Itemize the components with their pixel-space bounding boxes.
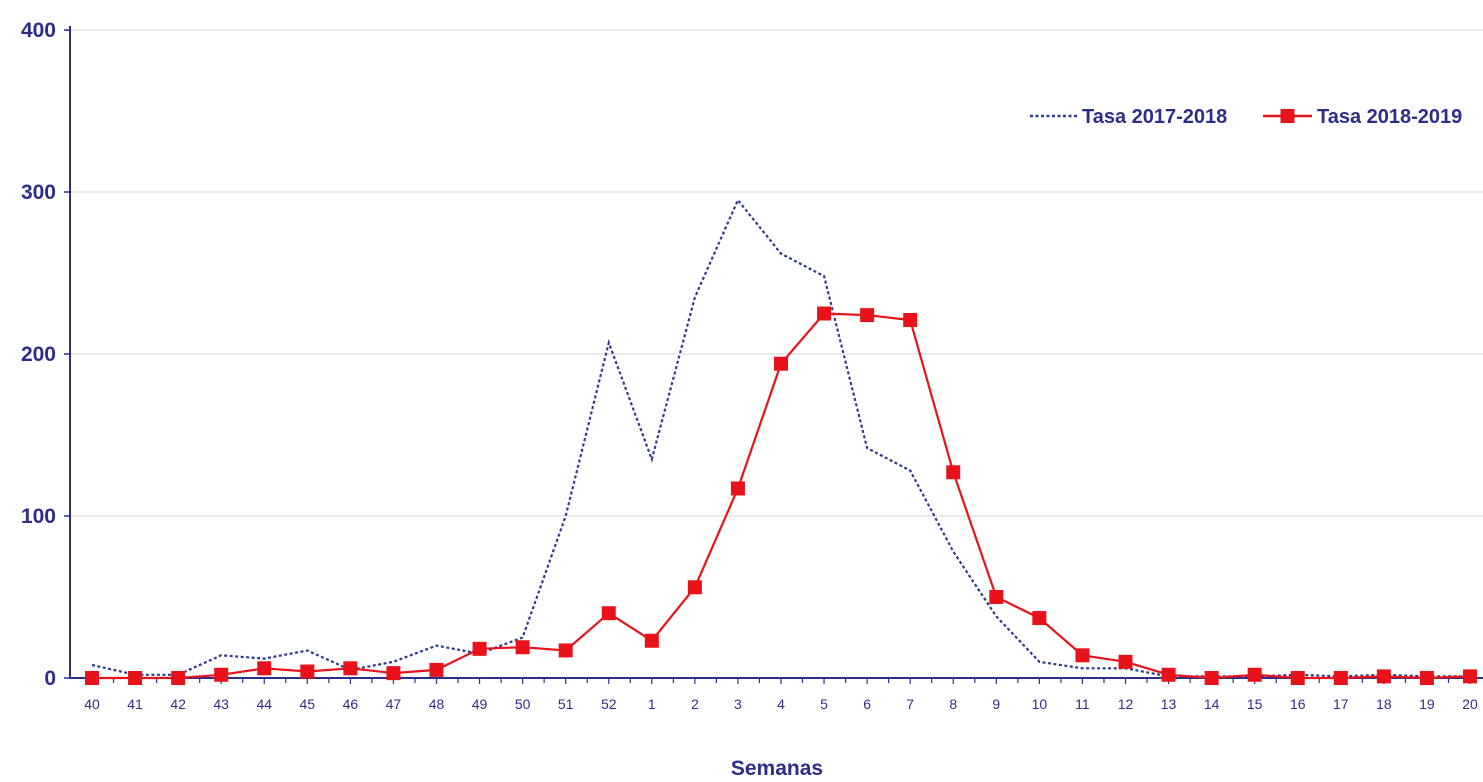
x-tick-label: 42 bbox=[170, 696, 186, 712]
x-tick-label: 19 bbox=[1419, 696, 1435, 712]
x-tick-label: 40 bbox=[84, 696, 100, 712]
x-tick-label: 52 bbox=[601, 696, 617, 712]
data-point bbox=[1204, 671, 1219, 685]
data-point bbox=[903, 312, 918, 327]
x-tick-label: 49 bbox=[472, 696, 488, 712]
x-tick-label: 16 bbox=[1290, 696, 1306, 712]
data-point bbox=[386, 666, 401, 681]
data-point bbox=[429, 662, 444, 677]
series-line bbox=[91, 198, 1470, 678]
data-point bbox=[171, 671, 186, 685]
x-tick-label: 2 bbox=[691, 696, 699, 712]
x-tick-label: 7 bbox=[906, 696, 914, 712]
x-tick-label: 20 bbox=[1462, 696, 1478, 712]
data-point bbox=[1118, 654, 1133, 669]
x-tick-label: 41 bbox=[127, 696, 143, 712]
x-tick-label: 43 bbox=[213, 696, 229, 712]
x-tick-label: 1 bbox=[648, 696, 656, 712]
y-tick-label: 200 bbox=[21, 343, 56, 366]
x-tick-label: 15 bbox=[1247, 696, 1263, 712]
y-tick-label: 100 bbox=[21, 505, 56, 528]
data-point bbox=[687, 580, 702, 595]
y-tick-label: 0 bbox=[44, 667, 56, 690]
legend-label: Tasa 2018-2019 bbox=[1317, 106, 1462, 128]
x-tick-label: 47 bbox=[386, 696, 402, 712]
x-tick-label: 46 bbox=[343, 696, 359, 712]
data-point bbox=[1463, 669, 1477, 684]
axes bbox=[64, 26, 1483, 684]
data-point bbox=[343, 661, 358, 676]
data-point bbox=[257, 661, 272, 676]
data-point bbox=[1333, 671, 1348, 685]
data-point bbox=[644, 633, 659, 648]
data-point bbox=[85, 671, 99, 685]
x-tick-label: 10 bbox=[1032, 696, 1048, 712]
series-tasa-2017-2018 bbox=[91, 198, 1470, 678]
y-tick-label: 300 bbox=[21, 181, 56, 204]
x-tick-label: 17 bbox=[1333, 696, 1349, 712]
x-tick-label: 12 bbox=[1118, 696, 1134, 712]
data-point bbox=[1032, 611, 1047, 626]
x-axis-title: Semanas bbox=[731, 757, 823, 780]
x-tick-label: 8 bbox=[949, 696, 957, 712]
y-tick-label: 400 bbox=[21, 19, 56, 42]
data-point bbox=[1419, 671, 1434, 685]
x-tick-label: 18 bbox=[1376, 696, 1392, 712]
x-tick-label: 6 bbox=[863, 696, 871, 712]
x-tick-label: 44 bbox=[256, 696, 272, 712]
data-point bbox=[1376, 669, 1391, 684]
x-tick-label: 9 bbox=[992, 696, 1000, 712]
x-tick-label: 14 bbox=[1204, 696, 1220, 712]
data-point bbox=[989, 590, 1004, 604]
data-point bbox=[946, 465, 961, 480]
data-point bbox=[558, 643, 573, 658]
legend-item: Tasa 2018-2019 bbox=[1263, 106, 1462, 128]
data-point bbox=[774, 356, 788, 371]
data-point bbox=[515, 640, 530, 655]
legend-marker bbox=[1280, 109, 1295, 123]
x-tick-label: 51 bbox=[558, 696, 574, 712]
data-point bbox=[1290, 671, 1305, 685]
data-point bbox=[817, 306, 832, 321]
x-tick-label: 48 bbox=[429, 696, 445, 712]
legend-label: Tasa 2017-2018 bbox=[1082, 106, 1227, 128]
data-point bbox=[730, 481, 745, 496]
x-tick-label: 11 bbox=[1075, 696, 1090, 712]
x-tick-label: 45 bbox=[300, 696, 316, 712]
data-point bbox=[1247, 667, 1262, 682]
data-point bbox=[300, 664, 315, 679]
x-tick-label: 3 bbox=[734, 696, 742, 712]
series-tasa-2018-2019 bbox=[85, 306, 1477, 685]
legend-item: Tasa 2017-2018 bbox=[1030, 106, 1227, 128]
data-point bbox=[128, 671, 143, 685]
x-tick-label: 4 bbox=[777, 696, 785, 712]
data-point bbox=[860, 308, 875, 323]
data-point bbox=[472, 641, 487, 656]
data-point bbox=[214, 667, 229, 682]
data-point bbox=[601, 606, 616, 621]
x-tick-label: 13 bbox=[1161, 696, 1177, 712]
data-point bbox=[1075, 648, 1090, 663]
data-point bbox=[1161, 667, 1176, 682]
series-layer bbox=[85, 198, 1477, 685]
grid-lines bbox=[70, 29, 1483, 517]
x-tick-label: 5 bbox=[820, 696, 828, 712]
legend: Tasa 2017-2018 Tasa 2018-2019 bbox=[1030, 106, 1462, 128]
x-tick-label: 50 bbox=[515, 696, 531, 712]
